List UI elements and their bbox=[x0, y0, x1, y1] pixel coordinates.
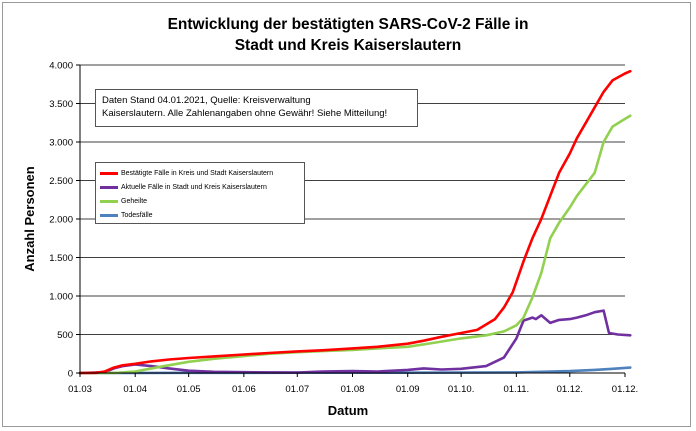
y-tick-label: 3.500 bbox=[49, 99, 73, 110]
legend-item: Aktuelle Fälle in Stadt und Kreis Kaiser… bbox=[100, 180, 300, 194]
axes bbox=[76, 64, 626, 377]
series-line bbox=[78, 309, 632, 375]
legend-label: Todesfälle bbox=[121, 211, 153, 219]
y-axis-label: Anzahl Personen bbox=[22, 166, 37, 272]
data-source-note: Daten Stand 04.01.2021, Quelle: Kreisver… bbox=[95, 89, 418, 127]
y-tick-label: 500 bbox=[57, 330, 73, 341]
y-tick-label: 3.000 bbox=[49, 138, 73, 149]
y-tick-label: 4.000 bbox=[49, 61, 73, 72]
legend-item: Bestätigte Fälle in Kreis und Stadt Kais… bbox=[100, 166, 300, 180]
y-tick-label: 0 bbox=[68, 369, 73, 380]
legend-swatch bbox=[100, 171, 118, 175]
x-tick-label: 01.04 bbox=[123, 384, 147, 395]
x-tick-label: 01.06 bbox=[232, 384, 256, 395]
x-tick-label: 01.12. bbox=[557, 384, 583, 395]
y-tick-label: 1.500 bbox=[49, 253, 73, 264]
x-tick-label: 01.09 bbox=[396, 384, 420, 395]
legend-label: Geheilte bbox=[121, 197, 148, 205]
x-tick-label: 01.07 bbox=[285, 384, 309, 395]
x-axis-label: Datum bbox=[328, 403, 368, 418]
legend-swatch bbox=[100, 199, 118, 203]
y-tick-labels: 0 500 1.000 1.500 2.000 2.500 3.000 3.500 4.000 bbox=[49, 61, 73, 380]
legend-swatch bbox=[100, 213, 118, 217]
legend-label: Aktuelle Fälle in Stadt und Kreis Kaiser… bbox=[121, 183, 267, 191]
title-line-2: Stadt und Kreis Kaiserslautern bbox=[234, 37, 462, 54]
legend-item: Geheilte bbox=[100, 194, 300, 208]
legend-label: Bestätigte Fälle in Kreis und Stadt Kais… bbox=[121, 169, 274, 177]
y-tick-label: 1.000 bbox=[49, 292, 73, 303]
x-tick-label: 01.11. bbox=[503, 384, 529, 395]
note-line-2: Kaiserslautern. Alle Zahlenangaben ohne … bbox=[102, 108, 388, 119]
series-line bbox=[78, 114, 632, 375]
title-line-1: Entwicklung der bestätigten SARS-CoV-2 F… bbox=[167, 16, 529, 33]
y-tick-label: 2.500 bbox=[49, 176, 73, 187]
x-tick-labels: 01.03 01.04 01.05 01.06 01.07 01.08 01.09 01.10… bbox=[68, 384, 638, 395]
x-tick-label: 01.08 bbox=[341, 384, 365, 395]
x-tick-label: 01.10. bbox=[448, 384, 474, 395]
x-tick-label: 01.12. bbox=[612, 384, 638, 395]
x-tick-label: 01.03 bbox=[68, 384, 92, 395]
legend-swatch bbox=[100, 185, 118, 189]
note-line-1: Daten Stand 04.01.2021, Quelle: Kreisver… bbox=[102, 95, 311, 106]
y-tick-label: 2.000 bbox=[49, 215, 73, 226]
series-line bbox=[78, 69, 632, 375]
legend: Bestätigte Fälle in Kreis und Stadt Kais… bbox=[95, 162, 305, 224]
x-tick-label: 01.05 bbox=[177, 384, 201, 395]
chart-title: Entwicklung der bestätigten SARS-CoV-2 F… bbox=[0, 14, 696, 56]
legend-item: Todesfälle bbox=[100, 208, 300, 222]
